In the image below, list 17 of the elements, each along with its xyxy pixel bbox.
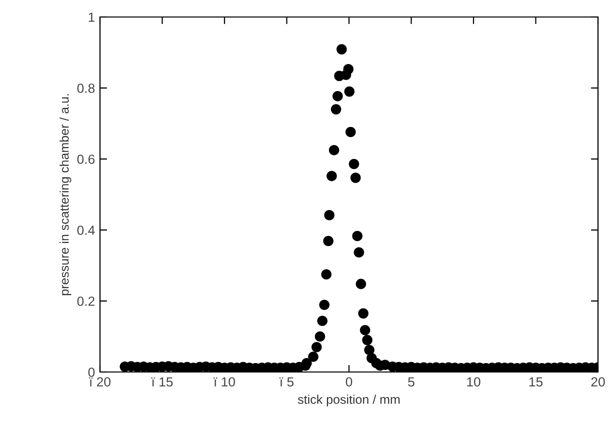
y-tick-label: 0	[88, 368, 95, 377]
x-tick-label: 0	[346, 377, 352, 387]
x-tick-label: ï 10	[214, 377, 235, 387]
y-axis-title: pressure in scattering chamber / a.u.	[60, 94, 72, 296]
y-tick-label: 0.6	[77, 154, 95, 164]
y-tick-label: 0.8	[77, 84, 95, 93]
y-tick-label: 0.2	[77, 296, 94, 306]
x-tick-label: ï 20	[89, 377, 110, 387]
x-tick-label: 20	[591, 377, 605, 387]
x-tick-label: 15	[529, 377, 543, 387]
x-tick-label: ï 15	[151, 377, 173, 387]
y-tick-label: 1	[88, 12, 94, 22]
x-tick-label: 5	[408, 377, 414, 387]
y-tick-label: 0.4	[77, 226, 95, 235]
x-axis-title: stick position / mm	[298, 394, 400, 406]
x-tick-label: 10	[467, 377, 480, 387]
x-tick-label: ï 5	[279, 377, 294, 387]
